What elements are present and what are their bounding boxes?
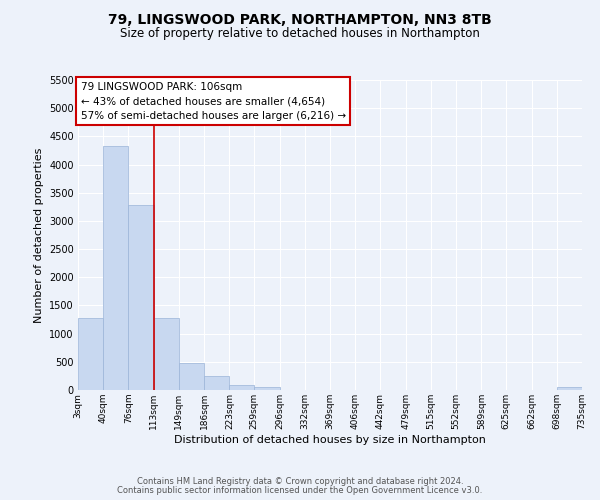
Text: Contains HM Land Registry data © Crown copyright and database right 2024.: Contains HM Land Registry data © Crown c…	[137, 477, 463, 486]
Text: 79, LINGSWOOD PARK, NORTHAMPTON, NN3 8TB: 79, LINGSWOOD PARK, NORTHAMPTON, NN3 8TB	[108, 12, 492, 26]
X-axis label: Distribution of detached houses by size in Northampton: Distribution of detached houses by size …	[174, 434, 486, 444]
Bar	[103, 146, 128, 390]
Bar	[204, 376, 229, 390]
Text: 79 LINGSWOOD PARK: 106sqm
← 43% of detached houses are smaller (4,654)
57% of se: 79 LINGSWOOD PARK: 106sqm ← 43% of detac…	[80, 82, 346, 121]
Bar	[128, 204, 154, 390]
Bar	[179, 363, 204, 390]
Bar	[557, 387, 582, 390]
Bar	[154, 318, 179, 390]
Bar	[78, 318, 103, 390]
Text: Contains public sector information licensed under the Open Government Licence v3: Contains public sector information licen…	[118, 486, 482, 495]
Bar	[254, 387, 280, 390]
Bar	[229, 385, 254, 390]
Text: Size of property relative to detached houses in Northampton: Size of property relative to detached ho…	[120, 28, 480, 40]
Y-axis label: Number of detached properties: Number of detached properties	[34, 148, 44, 322]
